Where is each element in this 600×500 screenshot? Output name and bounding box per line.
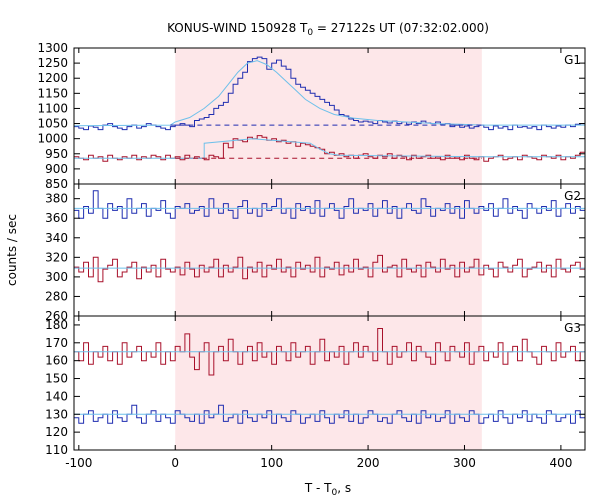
g3-ytick-label: 120 bbox=[45, 425, 68, 439]
g1-ytick-label: 900 bbox=[45, 162, 68, 176]
chart-title-prefix: KONUS-WIND 150928 T bbox=[167, 21, 308, 35]
x-axis-label-sub: 0 bbox=[332, 488, 338, 498]
g3-ytick-label: 160 bbox=[45, 354, 68, 368]
chart-title-suffix: = 27122s UT (07:32:02.000) bbox=[313, 21, 489, 35]
g3-ytick-label: 140 bbox=[45, 389, 68, 403]
g2-ytick-label: 340 bbox=[45, 231, 68, 245]
g1-ytick-label: 1050 bbox=[37, 117, 68, 131]
x-axis-label-suffix: , s bbox=[337, 481, 351, 495]
xtick-label: 200 bbox=[357, 456, 380, 470]
g2-ytick-label: 380 bbox=[45, 192, 68, 206]
g2-ytick-label: 300 bbox=[45, 270, 68, 284]
xtick-label: 0 bbox=[171, 456, 179, 470]
g1-ytick-label: 1300 bbox=[37, 41, 68, 55]
g1-series-3-model bbox=[74, 138, 585, 159]
g3-series-1-blue bbox=[74, 404, 586, 424]
g3-ytick-label: 110 bbox=[45, 443, 68, 457]
g1-ytick-label: 1150 bbox=[37, 86, 68, 100]
g1-series-2-model bbox=[73, 60, 585, 127]
xtick-label: 400 bbox=[549, 456, 572, 470]
g1-ytick-label: 1100 bbox=[37, 101, 68, 115]
g1-panel-label: G1 bbox=[564, 53, 581, 67]
g1-series-1-red bbox=[74, 135, 585, 162]
highlight-interval bbox=[175, 48, 482, 450]
g3-ytick-label: 180 bbox=[45, 318, 68, 332]
xtick-label: 300 bbox=[453, 456, 476, 470]
g1-ytick-label: 1250 bbox=[37, 56, 68, 70]
g1-ytick-label: 850 bbox=[45, 177, 68, 191]
chart-title-sub: 0 bbox=[307, 28, 313, 38]
g3-panel-label: G3 bbox=[564, 321, 581, 335]
xtick-label: -100 bbox=[65, 456, 92, 470]
xtick-label: 100 bbox=[260, 456, 283, 470]
g2-panel-label: G2 bbox=[564, 189, 581, 203]
chart-title: KONUS-WIND 150928 T0 = 27122s UT (07:32:… bbox=[167, 21, 489, 38]
g3-ytick-label: 170 bbox=[45, 336, 68, 350]
x-axis-label-prefix: T - T bbox=[304, 481, 332, 495]
g2-ytick-label: 360 bbox=[45, 211, 68, 225]
g2-series-1-red bbox=[74, 254, 586, 283]
y-axis-label: counts / sec bbox=[5, 214, 19, 286]
x-axis-label: T - T0, s bbox=[304, 481, 351, 498]
g1-ytick-label: 950 bbox=[45, 147, 68, 161]
g1-ytick-label: 1000 bbox=[37, 132, 68, 146]
g1-ytick-label: 1200 bbox=[37, 71, 68, 85]
g2-ytick-label: 280 bbox=[45, 289, 68, 303]
plot-area: 8509009501000105011001150120012501300G12… bbox=[37, 41, 586, 470]
g2-ytick-label: 320 bbox=[45, 250, 68, 264]
g1-series-0-blue bbox=[74, 56, 585, 131]
g3-ytick-label: 130 bbox=[45, 407, 68, 421]
g2-ytick-label: 260 bbox=[45, 309, 68, 323]
g3-ytick-label: 150 bbox=[45, 372, 68, 386]
g3-panel-frame bbox=[73, 315, 586, 451]
